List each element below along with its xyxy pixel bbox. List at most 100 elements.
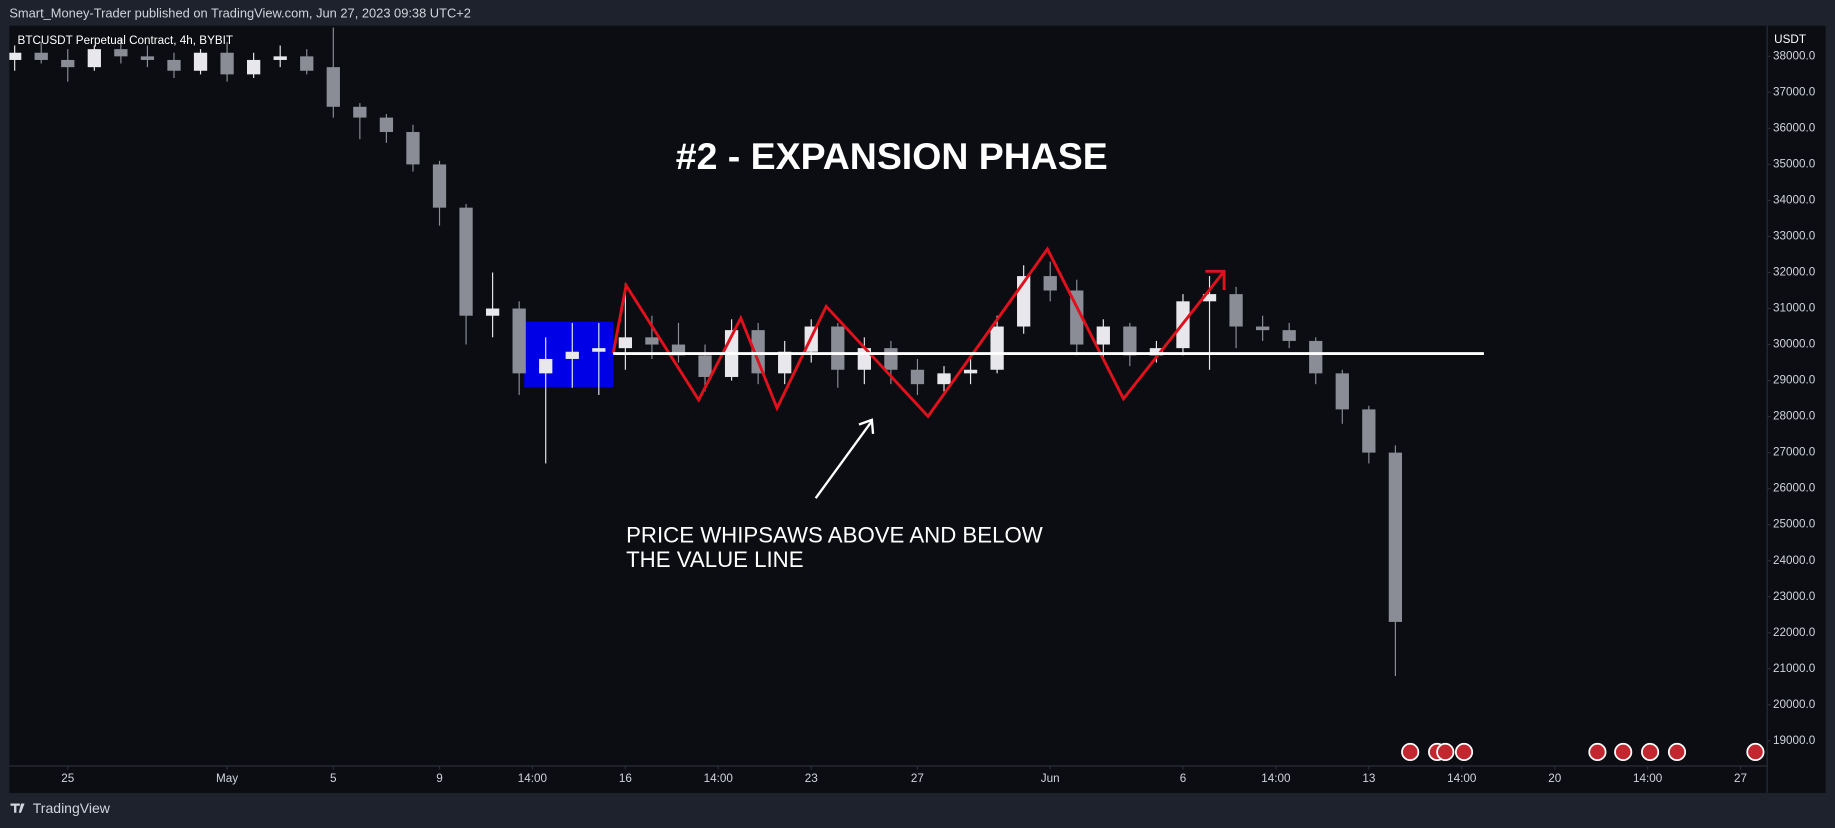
candle-body	[9, 52, 22, 60]
y-tick-label: 31000.0	[1773, 302, 1816, 315]
candle-body	[884, 348, 898, 370]
x-tick-label: 20	[1548, 772, 1562, 785]
candle-body	[539, 358, 553, 374]
x-tick-label: 14:00	[1261, 772, 1291, 785]
y-tick-label: 37000.0	[1773, 85, 1816, 98]
candles	[9, 27, 1403, 676]
x-tick-label: 14:00	[1633, 772, 1663, 785]
candle-body	[220, 52, 234, 75]
candle-body	[1070, 290, 1084, 345]
y-tick-label: 24000.0	[1773, 554, 1816, 567]
y-tick-label: 38000.0	[1773, 49, 1816, 62]
x-tick-label: 9	[436, 772, 443, 785]
candle-body	[512, 308, 526, 374]
candle-body	[698, 355, 712, 377]
brand[interactable]: TradingView	[33, 800, 111, 816]
candle-body	[326, 67, 340, 107]
x-tick-label: 23	[805, 772, 818, 785]
event-icon[interactable]	[1614, 742, 1633, 762]
candle-body	[1202, 294, 1217, 302]
axes: 19000.0 20000.0 21000.0 22000.0 23000.0 24000…	[61, 49, 1815, 785]
candle-body	[459, 207, 473, 316]
candle-body	[379, 117, 394, 132]
candle-body	[645, 337, 659, 345]
candle-body	[167, 59, 181, 71]
candle-body	[1096, 326, 1110, 345]
candle-body	[778, 351, 792, 374]
y-tick-label: 29000.0	[1773, 374, 1816, 387]
candle-body	[1388, 452, 1403, 622]
x-tick-label: 5	[330, 772, 337, 785]
currency-label: USDT	[1774, 33, 1806, 46]
annotation: PRICE WHIPSAWS ABOVE AND BELOW	[626, 523, 1043, 548]
x-tick-label: 13	[1362, 772, 1375, 785]
x-tick-label: 16	[619, 772, 632, 785]
event-icon[interactable]	[1436, 742, 1455, 762]
candle-body	[34, 52, 48, 60]
y-tick-label: 20000.0	[1773, 698, 1816, 711]
candle-body	[1229, 294, 1243, 327]
candle-body	[937, 373, 951, 385]
y-tick-label: 36000.0	[1773, 121, 1816, 134]
candle-body	[1282, 330, 1296, 341]
candle-body	[565, 351, 579, 359]
publish-info: Smart_Money-Trader published on TradingV…	[9, 5, 471, 20]
y-tick-label: 35000.0	[1773, 158, 1816, 171]
candle-body	[910, 369, 925, 385]
event-icon[interactable]	[1746, 742, 1765, 762]
zigzag	[611, 246, 1226, 419]
candle-body	[963, 369, 978, 374]
candle-body	[1362, 409, 1376, 453]
candle-body	[618, 337, 633, 349]
x-tick-label: 14:00	[518, 772, 548, 785]
event-icon[interactable]	[1454, 742, 1474, 762]
annotation: THE VALUE LINE	[626, 547, 803, 572]
candle-body	[1309, 340, 1323, 374]
chart-pane	[9, 25, 1826, 793]
y-tick-label: 27000.0	[1773, 446, 1816, 459]
y-tick-label: 25000.0	[1773, 518, 1816, 531]
event-icon[interactable]	[1588, 742, 1607, 762]
event-icon[interactable]	[1641, 742, 1660, 762]
y-tick-label: 34000.0	[1773, 194, 1816, 207]
candle-body	[671, 344, 686, 356]
drawings: #2 - EXPANSION PHASE PRICE WHIPSAWS ABOV…	[18, 33, 1806, 572]
y-tick-label: 26000.0	[1773, 482, 1816, 495]
candle-body	[1123, 326, 1137, 356]
y-tick-label: 19000.0	[1773, 734, 1816, 747]
candle-body	[1255, 326, 1270, 331]
x-tick-label: Jun	[1041, 772, 1060, 785]
x-tick-label: 27	[911, 772, 924, 785]
candle-body	[1043, 276, 1057, 291]
candle-body	[751, 330, 765, 374]
x-tick-label: 14:00	[1447, 772, 1477, 785]
candle-body	[592, 348, 606, 352]
chart-title: #2 - EXPANSION PHASE	[676, 135, 1108, 177]
event-icon[interactable]	[1667, 742, 1687, 762]
y-tick-label: 23000.0	[1773, 590, 1816, 603]
candle-body	[300, 56, 314, 71]
candle-body	[247, 59, 261, 75]
y-tick-label: 22000.0	[1773, 626, 1816, 639]
candle-body	[990, 326, 1004, 370]
y-tick-label: 32000.0	[1773, 266, 1816, 279]
x-tick-label: 25	[61, 772, 75, 785]
candle-body	[831, 326, 845, 370]
candle-body	[1335, 373, 1349, 410]
x-tick-label: 14:00	[704, 772, 734, 785]
event-icons	[1401, 742, 1765, 762]
candle-body	[193, 52, 208, 71]
candle-body	[406, 131, 420, 165]
symbol-label: BTCUSDT Perpetual Contract, 4h, BYBIT	[18, 34, 234, 47]
y-tick-label: 21000.0	[1773, 662, 1816, 675]
candle-body	[273, 56, 287, 60]
event-icon[interactable]	[1401, 742, 1420, 762]
x-tick-label: 27	[1734, 772, 1747, 785]
pointer-arrowhead	[858, 418, 875, 434]
pointer-arrow	[814, 420, 873, 499]
y-tick-label: 28000.0	[1773, 410, 1816, 423]
candle-body	[140, 56, 155, 60]
x-tick-label: May	[216, 772, 238, 785]
candle-body	[485, 308, 500, 316]
